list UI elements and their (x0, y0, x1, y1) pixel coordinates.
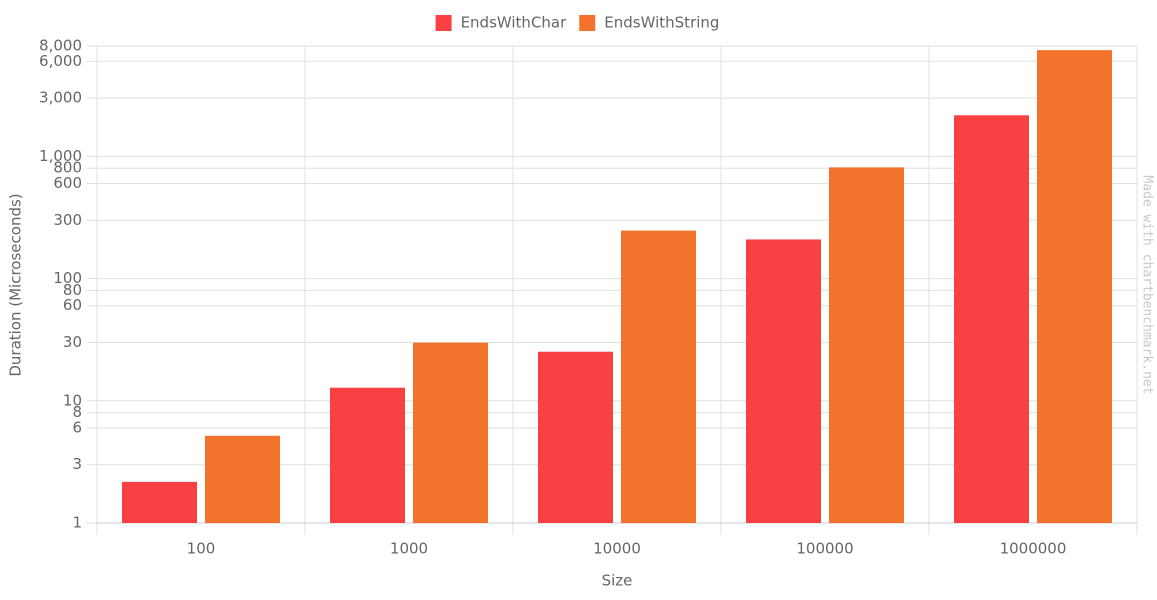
y-tick-label: 8,000 (39, 37, 82, 55)
y-tick-label: 10 (63, 391, 82, 409)
legend-label: EndsWithString (604, 14, 719, 32)
y-axis-title: Duration (Microseconds) (7, 193, 25, 376)
y-tick-label: 100 (53, 269, 82, 287)
y-tick-label: 300 (53, 211, 82, 229)
bar (746, 239, 821, 523)
x-tick-label: 10000 (593, 540, 641, 558)
bar (205, 435, 280, 523)
x-axis-title: Size (602, 572, 633, 590)
y-tick-label: 1 (72, 514, 82, 532)
bar (1037, 50, 1112, 524)
y-tick-label: 600 (53, 174, 82, 192)
bar (829, 167, 904, 523)
x-tick-label: 100000 (796, 540, 853, 558)
legend-swatch (579, 15, 596, 31)
y-tick-label: 80 (63, 281, 82, 299)
x-tick-label: 100 (187, 540, 216, 558)
legend-label: EndsWithChar (461, 14, 568, 32)
y-tick-label: 1,000 (39, 147, 82, 165)
y-tick-label: 3 (72, 455, 82, 473)
y-tick-label: 30 (63, 333, 82, 351)
y-tick-label: 6 (72, 418, 82, 436)
y-tick-label: 60 (63, 296, 82, 314)
bar (954, 115, 1029, 524)
watermark: Made with chartbenchmark.net (1140, 175, 1155, 394)
y-tick-label: 6,000 (39, 52, 82, 70)
bar (621, 230, 696, 524)
legend-swatch (435, 15, 452, 31)
x-tick-label: 1000 (390, 540, 428, 558)
y-tick-label: 3,000 (39, 89, 82, 107)
bar (413, 342, 488, 523)
bar (538, 351, 613, 523)
y-tick-label: 800 (53, 159, 82, 177)
bar (122, 481, 197, 523)
y-tick-label: 8 (72, 403, 82, 421)
x-tick-label: 1000000 (1000, 540, 1067, 558)
bar (330, 387, 405, 523)
